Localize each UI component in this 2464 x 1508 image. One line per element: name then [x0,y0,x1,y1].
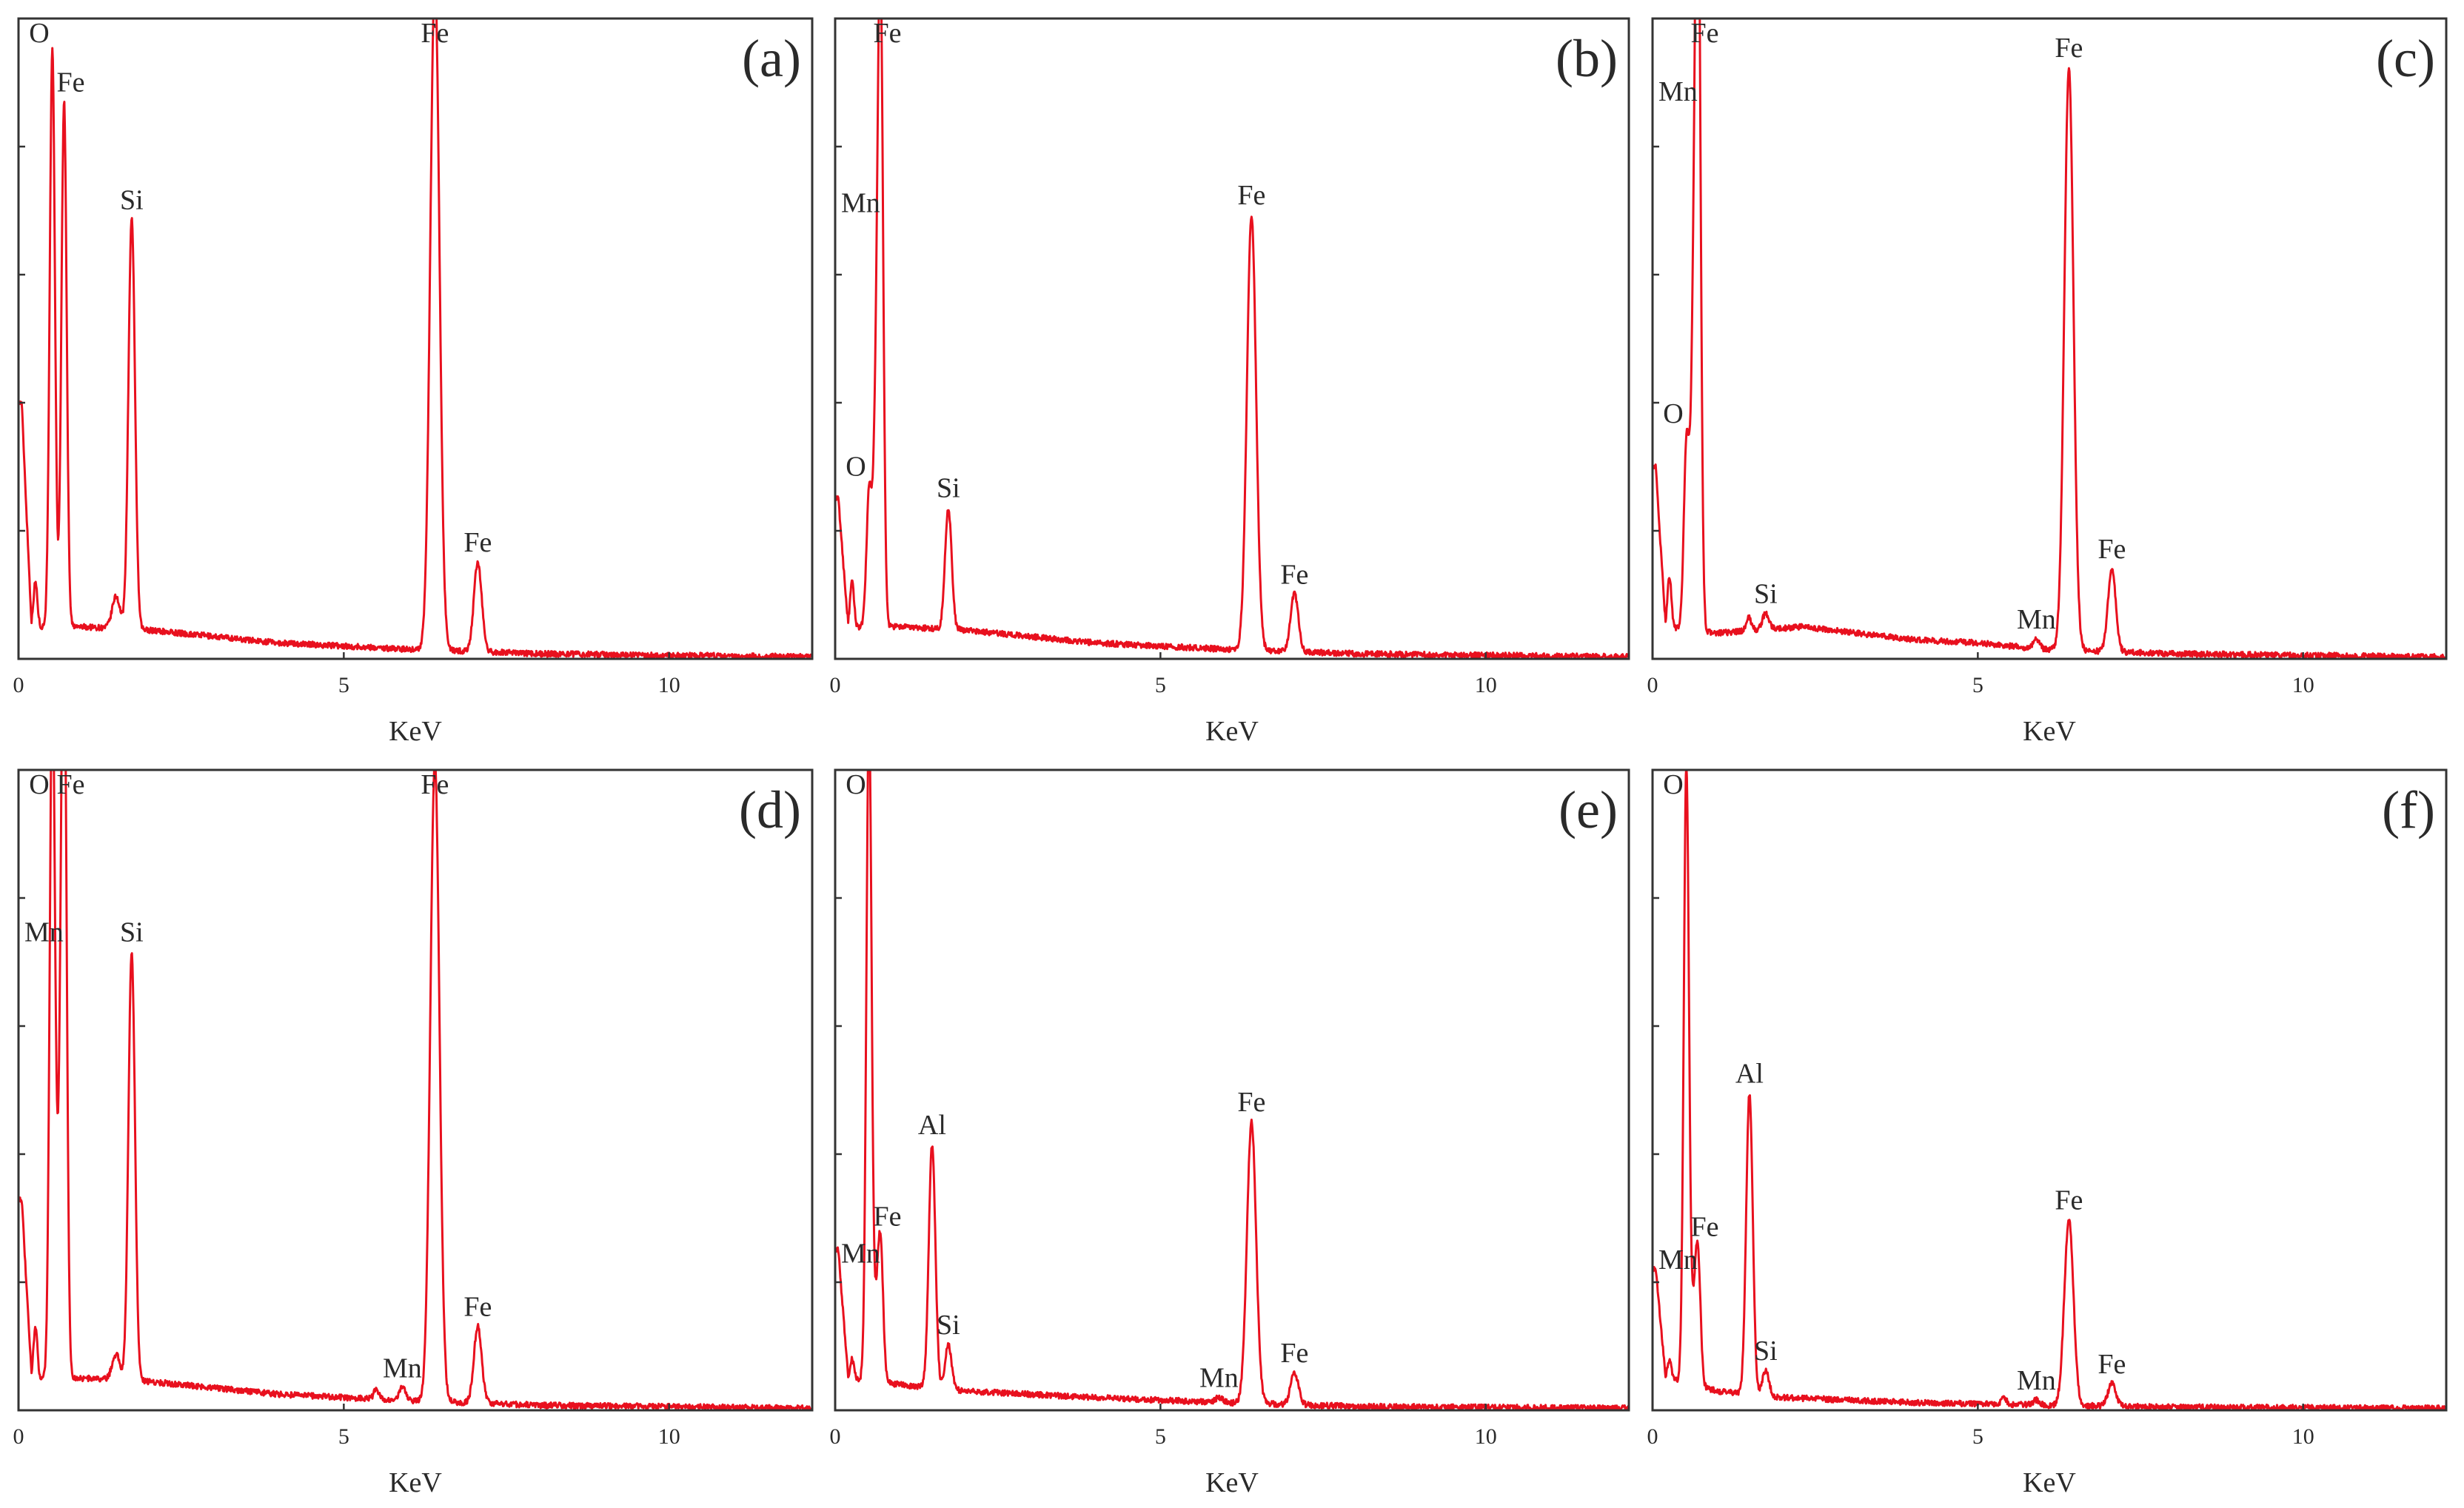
plot-frame [1651,17,2448,660]
peak-label: Si [120,916,144,948]
panel-label: (c) [2376,29,2435,88]
x-tick-label: 5 [338,1424,349,1449]
spectrum-panel: 0 5 10 KeV (a) O Fe Si Fe Fe [13,17,814,747]
x-tick-label: 10 [658,673,680,697]
x-tick-label: 5 [1972,673,1983,697]
peak-label: O [29,18,49,49]
x-axis-label: KeV [389,1467,442,1498]
peak-label: Fe [1691,1211,1719,1242]
x-tick-label: 10 [2292,1424,2314,1449]
plot-frame [834,17,1630,660]
x-tick-label: 5 [1972,1424,1983,1449]
peak-label: Fe [874,18,902,49]
peak-label: Fe [2098,1349,2126,1380]
peak-label: Fe [1280,559,1308,590]
peak-label: Mn [24,917,64,948]
panel-label: (e) [1559,780,1618,840]
x-axis-label: KeV [2023,1467,2076,1498]
x-axis-label: KeV [389,716,442,747]
peak-label: Mn [1658,1244,1698,1276]
peak-label: Si [937,1310,960,1341]
x-tick-label: 0 [830,1424,841,1449]
peak-label: Fe [1237,180,1265,211]
x-axis-label: KeV [2023,716,2076,747]
peak-label: Mn [841,188,880,219]
plot-frame [1651,768,2448,1412]
peak-label: Fe [2098,534,2126,565]
spectrum-line [19,19,812,659]
peak-label: Fe [2055,33,2083,64]
x-tick-label: 0 [1647,673,1658,697]
panel-label: (f) [2382,780,2435,840]
spectrum-panel: 0 5 10 KeV (e) O Mn Fe Al Si Mn Fe Fe [830,768,1630,1498]
x-tick-label: 10 [658,1424,680,1449]
peak-label: Mn [2017,1365,2056,1396]
peak-label: Mn [841,1238,880,1269]
peak-label: Si [1754,579,1778,610]
plot-frame [17,768,814,1412]
peak-label: Fe [57,769,85,800]
peak-label: Fe [463,527,492,558]
peak-label: Si [120,184,144,215]
peak-label: Fe [1237,1087,1265,1118]
plot-frame [17,17,814,660]
peak-label: Si [937,473,960,504]
peak-label: Fe [1691,18,1719,49]
peak-label: Fe [874,1201,902,1232]
spectrum-line [1653,770,2446,1410]
spectrum-line [19,770,812,1410]
spectrum-panel: 0 5 10 KeV (c) O Mn Fe Si Mn Fe Fe [1647,17,2448,747]
peak-label: Mn [1658,76,1698,107]
peak-label: Fe [463,1291,492,1322]
peak-label: Fe [57,67,85,98]
x-tick-label: 0 [1647,1424,1658,1449]
x-tick-label: 0 [13,673,24,697]
x-tick-label: 10 [1475,673,1497,697]
x-axis-label: KeV [1205,1467,1259,1498]
x-tick-label: 5 [1155,673,1166,697]
peak-label: O [1663,398,1683,429]
peak-label: Al [918,1110,946,1141]
peak-label: Mn [383,1353,422,1384]
spectrum-line [1653,19,2446,659]
x-tick-label: 5 [338,673,349,697]
x-tick-label: 0 [830,673,841,697]
x-tick-label: 0 [13,1424,24,1449]
spectrum-line [835,770,1629,1410]
panel-label: (d) [739,780,801,840]
peak-label: Fe [1280,1338,1308,1369]
peak-label: O [1663,769,1683,800]
spectrum-line [835,19,1629,659]
x-tick-label: 5 [1155,1424,1166,1449]
x-tick-label: 10 [2292,673,2314,697]
peak-label: Mn [1199,1362,1239,1393]
x-tick-label: 10 [1475,1424,1497,1449]
peak-label: Fe [421,769,449,800]
peak-label: Si [1754,1336,1778,1367]
spectrum-panel: 0 5 10 KeV (d) O Mn Fe Si Mn Fe Fe [13,768,814,1498]
spectrum-panel: 0 5 10 KeV (b) O Mn Fe Si Fe Fe [830,17,1630,747]
panel-label: (a) [742,29,801,88]
plot-frame [834,768,1630,1412]
peak-label: Fe [2055,1185,2083,1216]
peak-label: Al [1735,1059,1764,1090]
peak-label: O [29,769,49,800]
peak-label: Fe [421,18,449,49]
peak-label: O [846,769,866,800]
peak-label: O [846,452,866,483]
x-axis-label: KeV [1205,716,1259,747]
panel-label: (b) [1556,29,1618,88]
peak-label: Mn [2017,604,2056,635]
